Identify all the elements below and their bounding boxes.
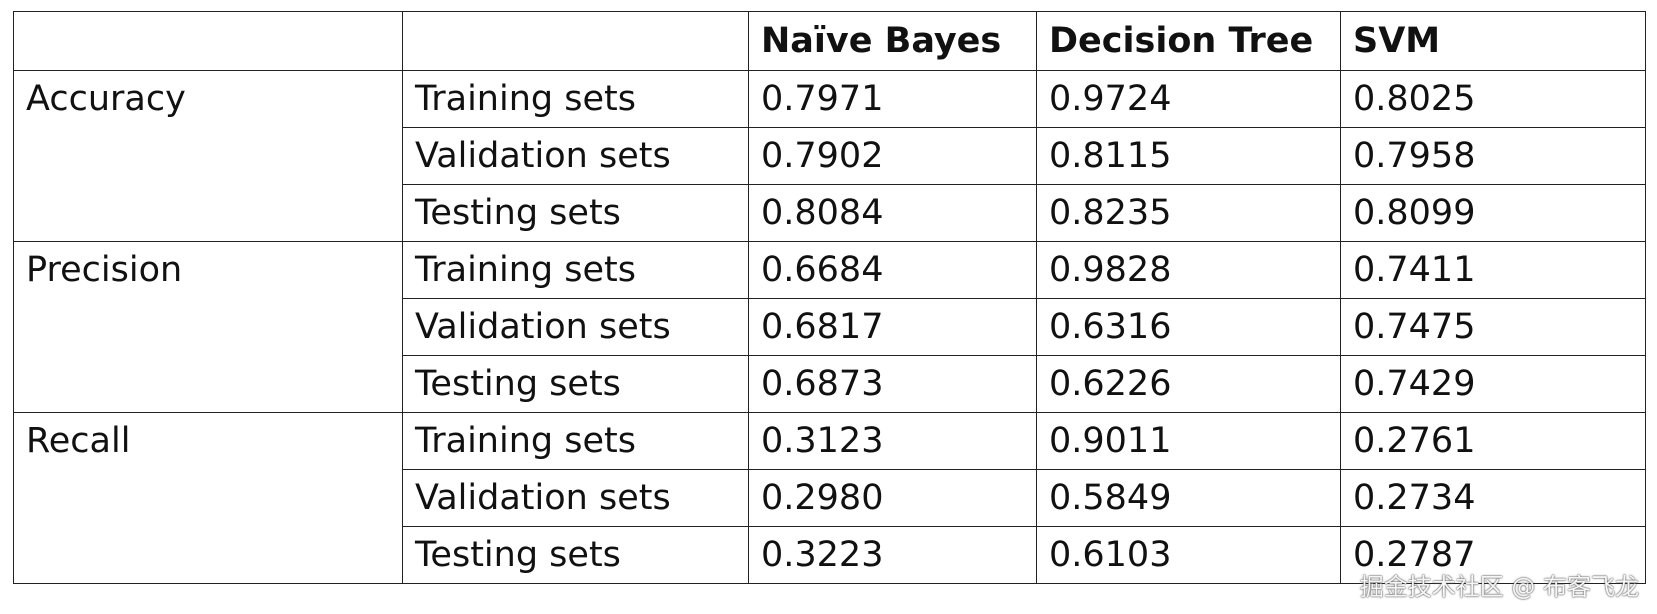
- value-cell: 0.6817: [748, 298, 1037, 356]
- value-cell: 0.2761: [1340, 412, 1646, 470]
- value-cell: 0.8115: [1036, 127, 1341, 185]
- value-cell: 0.7475: [1340, 298, 1646, 356]
- metric-cell: Accuracy: [13, 70, 403, 242]
- table-row: Testing sets 0.6873 0.6226 0.7429: [14, 355, 1646, 413]
- value-cell: 0.7971: [748, 70, 1037, 128]
- value-cell: 0.9011: [1036, 412, 1341, 470]
- table-row: Recall Training sets 0.3123 0.9011 0.2761: [13, 412, 1646, 584]
- set-label: Testing sets: [402, 184, 749, 242]
- set-label: Validation sets: [402, 127, 749, 185]
- value-cell: 0.8025: [1340, 70, 1646, 128]
- value-cell: 0.9828: [1036, 241, 1341, 299]
- set-label: Training sets: [402, 70, 749, 128]
- empty-cell: [402, 11, 749, 71]
- metric-cell: Precision: [13, 241, 403, 413]
- value-cell: 0.2980: [748, 469, 1037, 527]
- table-row: Validation sets 0.2980 0.5849 0.2734: [14, 469, 1646, 527]
- table-row: Validation sets 0.6817 0.6316 0.7475: [14, 298, 1646, 356]
- value-cell: 0.3223: [748, 526, 1037, 584]
- value-cell: 0.7411: [1340, 241, 1646, 299]
- column-header: SVM: [1340, 11, 1646, 71]
- set-label: Training sets: [402, 412, 749, 470]
- table-row: Accuracy Training sets 0.7971 0.9724 0.8025: [13, 70, 1646, 242]
- value-cell: 0.8099: [1340, 184, 1646, 242]
- results-table: Naïve Bayes Decision Tree SVM Accuracy Trai…: [13, 11, 1646, 584]
- set-label: Training sets: [402, 241, 749, 299]
- column-header: Naïve Bayes: [748, 11, 1037, 71]
- value-cell: 0.2787: [1340, 526, 1646, 584]
- set-label: Testing sets: [402, 355, 749, 413]
- set-label: Testing sets: [402, 526, 749, 584]
- watermark: 掘金技术社区 @ 布客飞龙: [1359, 573, 1639, 601]
- value-cell: 0.8084: [748, 184, 1037, 242]
- value-cell: 0.2734: [1340, 469, 1646, 527]
- value-cell: 0.8235: [1036, 184, 1341, 242]
- value-cell: 0.9724: [1036, 70, 1341, 128]
- set-label: Validation sets: [402, 298, 749, 356]
- empty-cell: [13, 11, 403, 71]
- header-row: Naïve Bayes Decision Tree SVM: [13, 11, 1646, 71]
- value-cell: 0.6226: [1036, 355, 1341, 413]
- value-cell: 0.6316: [1036, 298, 1341, 356]
- value-cell: 0.6684: [748, 241, 1037, 299]
- value-cell: 0.5849: [1036, 469, 1341, 527]
- metric-cell: Recall: [13, 412, 403, 584]
- value-cell: 0.7429: [1340, 355, 1646, 413]
- table-row: Testing sets 0.3223 0.6103 0.2787: [14, 526, 1646, 584]
- value-cell: 0.7958: [1340, 127, 1646, 185]
- value-cell: 0.6103: [1036, 526, 1341, 584]
- value-cell: 0.6873: [748, 355, 1037, 413]
- table-row: Precision Training sets 0.6684 0.9828 0.7411: [13, 241, 1646, 413]
- column-header: Decision Tree: [1036, 11, 1341, 71]
- value-cell: 0.7902: [748, 127, 1037, 185]
- set-label: Validation sets: [402, 469, 749, 527]
- table-body: Accuracy Training sets 0.7971 0.9724 0.8025 V…: [13, 70, 1646, 584]
- value-cell: 0.3123: [748, 412, 1037, 470]
